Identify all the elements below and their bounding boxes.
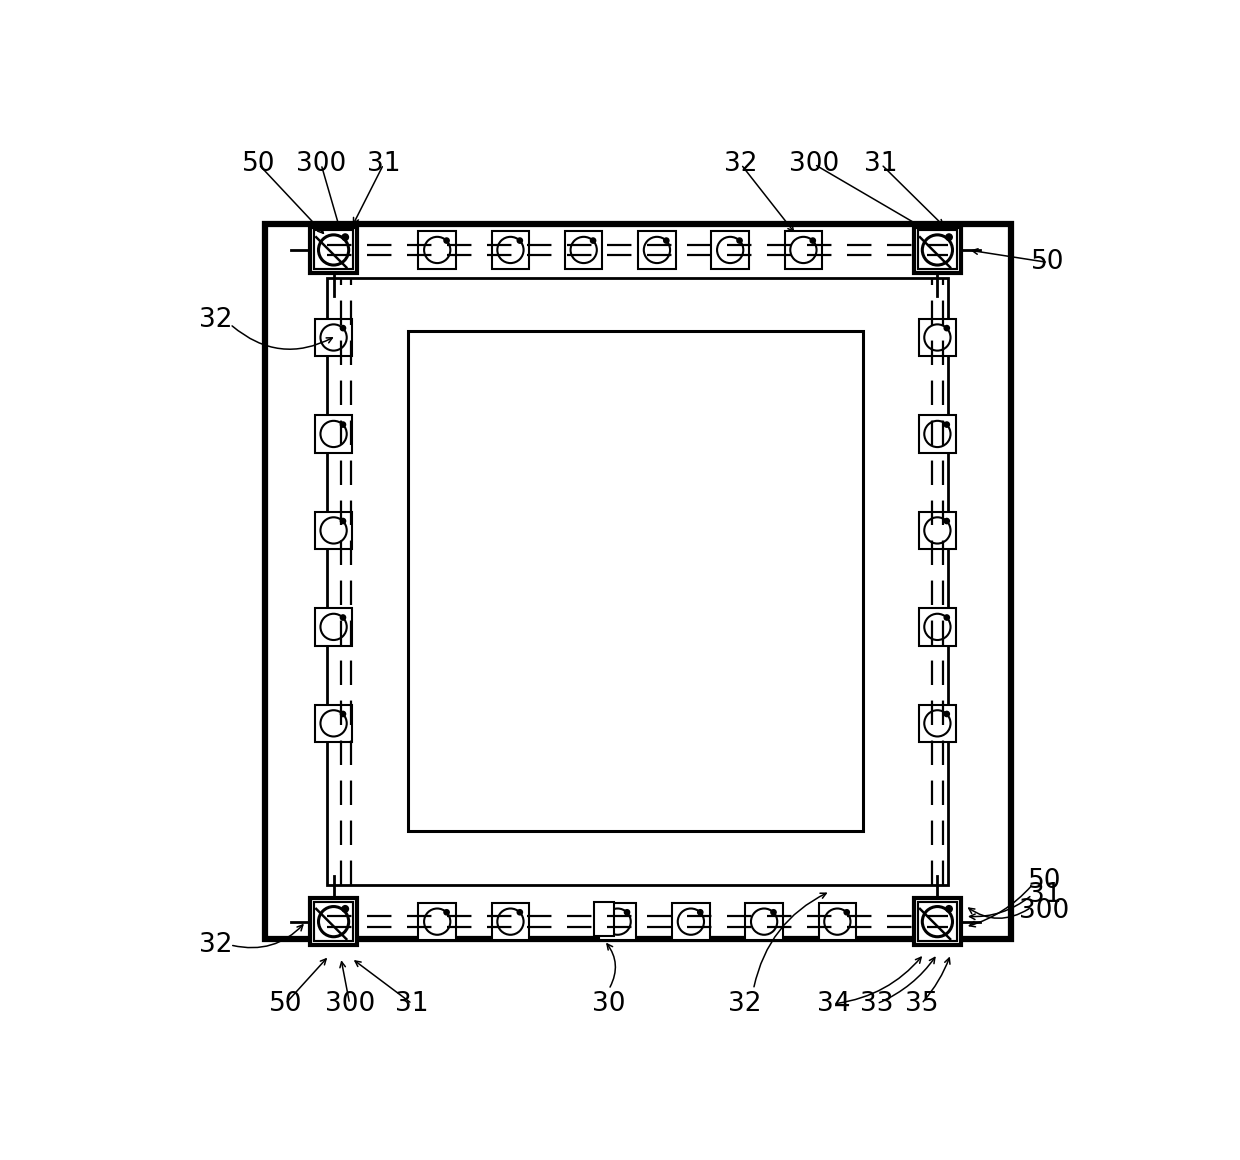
Bar xyxy=(315,415,352,452)
Bar xyxy=(672,902,709,941)
Text: 300: 300 xyxy=(325,991,374,1017)
Circle shape xyxy=(771,909,776,915)
Bar xyxy=(327,277,949,885)
Bar xyxy=(315,608,352,646)
Circle shape xyxy=(944,519,950,523)
Bar xyxy=(418,231,456,269)
Text: 34: 34 xyxy=(817,991,851,1017)
Circle shape xyxy=(625,909,630,915)
Text: 32: 32 xyxy=(198,931,232,958)
Bar xyxy=(492,902,529,941)
Bar xyxy=(565,231,603,269)
Circle shape xyxy=(340,519,346,523)
Bar xyxy=(712,231,749,269)
Bar xyxy=(599,902,636,941)
Bar xyxy=(314,902,353,941)
Bar xyxy=(310,226,357,274)
Circle shape xyxy=(944,711,950,717)
Text: 33: 33 xyxy=(859,991,893,1017)
Bar xyxy=(918,902,957,941)
Text: 32: 32 xyxy=(198,306,232,333)
Circle shape xyxy=(444,238,449,244)
Bar xyxy=(914,898,961,945)
Bar xyxy=(418,902,456,941)
Bar xyxy=(315,512,352,549)
Circle shape xyxy=(342,906,348,912)
Bar xyxy=(818,902,856,941)
Circle shape xyxy=(698,909,703,915)
Circle shape xyxy=(810,238,816,244)
Bar xyxy=(785,231,822,269)
Bar xyxy=(918,231,957,269)
Text: 31: 31 xyxy=(864,151,898,177)
Bar xyxy=(914,226,961,274)
Circle shape xyxy=(737,238,743,244)
Circle shape xyxy=(340,326,346,331)
Text: 35: 35 xyxy=(904,991,939,1017)
Bar xyxy=(315,319,352,356)
Bar xyxy=(492,231,529,269)
Circle shape xyxy=(590,238,595,244)
Text: 300: 300 xyxy=(789,151,839,177)
Text: 32: 32 xyxy=(728,991,761,1017)
Bar xyxy=(315,704,352,742)
Circle shape xyxy=(517,909,522,915)
Circle shape xyxy=(444,909,449,915)
Bar xyxy=(919,415,956,452)
Circle shape xyxy=(340,711,346,717)
Text: 31: 31 xyxy=(1028,882,1061,908)
Text: 50: 50 xyxy=(1028,868,1061,893)
Bar xyxy=(919,704,956,742)
Circle shape xyxy=(946,234,952,240)
Circle shape xyxy=(944,326,950,331)
Circle shape xyxy=(946,906,952,912)
Circle shape xyxy=(944,422,950,427)
Bar xyxy=(919,319,956,356)
Circle shape xyxy=(342,234,348,240)
Text: 300: 300 xyxy=(296,151,346,177)
Bar xyxy=(919,608,956,646)
Bar xyxy=(639,231,676,269)
Circle shape xyxy=(944,615,950,621)
Bar xyxy=(310,898,357,945)
Text: 50: 50 xyxy=(1032,249,1065,275)
Bar xyxy=(919,512,956,549)
Circle shape xyxy=(663,238,668,244)
Circle shape xyxy=(844,909,849,915)
Bar xyxy=(408,332,863,832)
Text: 31: 31 xyxy=(367,151,401,177)
Circle shape xyxy=(340,615,346,621)
Text: 300: 300 xyxy=(1019,898,1070,923)
Bar xyxy=(594,902,614,936)
Bar xyxy=(745,902,782,941)
Text: 50: 50 xyxy=(242,151,275,177)
Circle shape xyxy=(517,238,522,244)
Text: 30: 30 xyxy=(591,991,625,1017)
Text: 50: 50 xyxy=(269,991,303,1017)
Bar xyxy=(314,231,353,269)
Circle shape xyxy=(340,422,346,427)
Bar xyxy=(265,224,1011,938)
Text: 31: 31 xyxy=(396,991,429,1017)
Text: 32: 32 xyxy=(724,151,758,177)
